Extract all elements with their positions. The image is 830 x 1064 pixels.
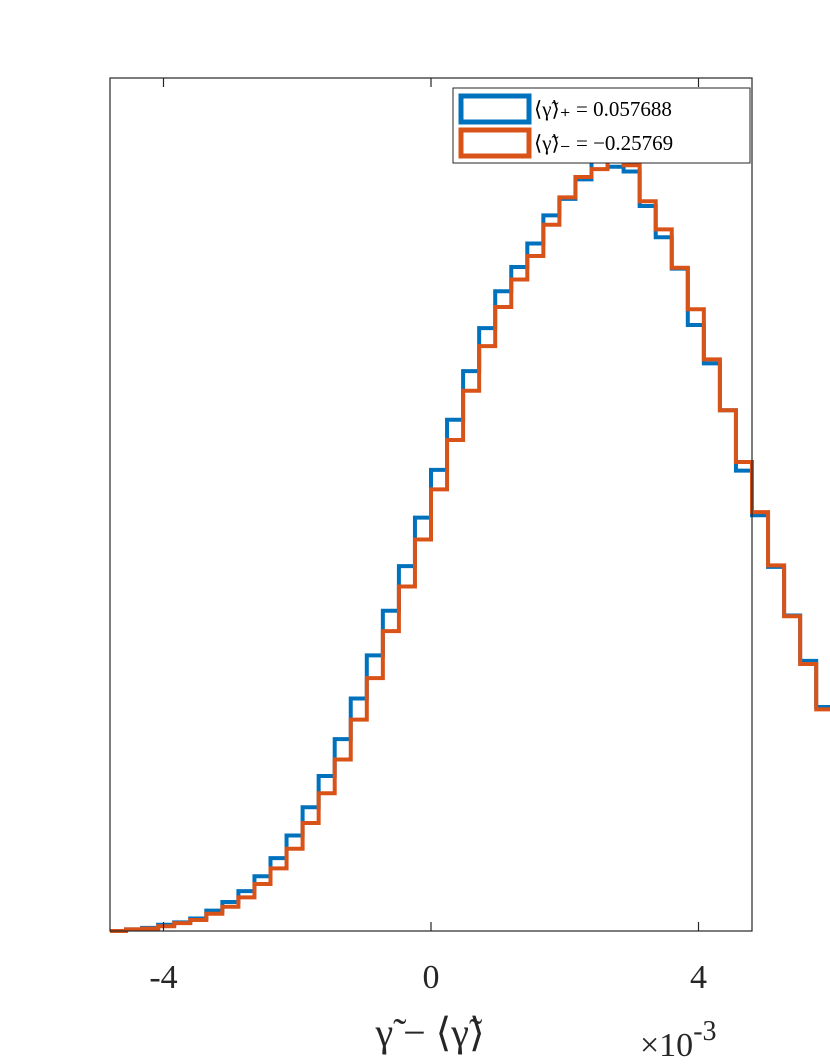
legend-label-minus: ⟨γ̃⟩₋ = −0.25769 xyxy=(534,131,673,155)
legend-swatch-minus xyxy=(458,127,532,159)
x-axis-exponent-power: -3 xyxy=(693,1016,716,1047)
x-axis-label: γ̃ − ⟨γ̃⟩ xyxy=(374,1010,484,1055)
legend: ⟨γ̃⟩₊ = 0.057688 ⟨γ̃⟩₋ = −0.25769 xyxy=(452,87,751,164)
legend-box xyxy=(452,87,751,164)
x-axis-exponent: ×10-3 xyxy=(640,1016,717,1064)
x-tick-label-0: -4 xyxy=(149,959,177,996)
x-tick-label-1: 0 xyxy=(423,959,440,996)
histogram-series-1 xyxy=(110,146,830,933)
legend-label-plus: ⟨γ̃⟩₊ = 0.057688 xyxy=(534,97,672,121)
x-axis-exponent-base: ×10 xyxy=(640,1027,693,1064)
x-tick-label-2: 4 xyxy=(690,959,707,996)
legend-swatch-plus xyxy=(458,93,532,125)
ticks-layer: -4 0 4 xyxy=(149,78,707,996)
